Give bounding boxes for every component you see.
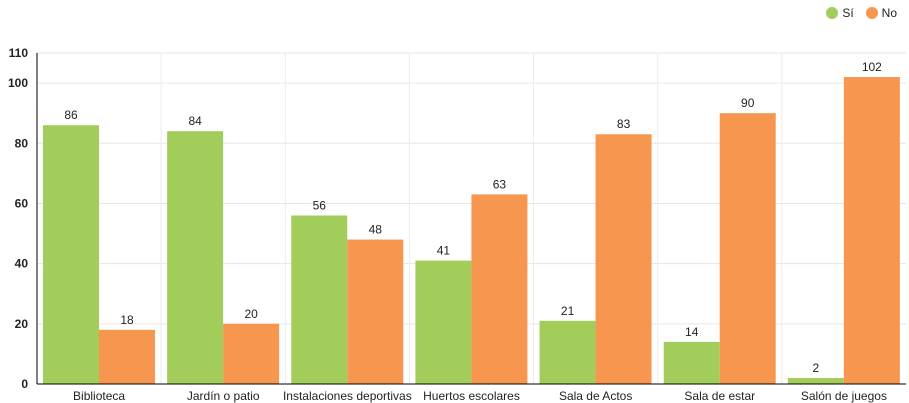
category-label-5: Sala de estar bbox=[684, 389, 755, 403]
bar-si-3[interactable] bbox=[415, 260, 472, 384]
data-label-no-2: 48 bbox=[369, 223, 383, 237]
category-label-4: Sala de Actos bbox=[559, 389, 632, 403]
data-label-si-4: 21 bbox=[561, 304, 575, 318]
y-tick-label-0: 0 bbox=[21, 377, 28, 391]
category-label-2: Instalaciones deportivas bbox=[283, 389, 412, 403]
data-label-si-2: 56 bbox=[313, 198, 327, 212]
bar-si-6[interactable] bbox=[787, 377, 844, 384]
legend-dot-si bbox=[826, 7, 839, 19]
axes: 0 20 40 60 80 100 110 bbox=[8, 46, 906, 391]
y-tick-label-6: 110 bbox=[9, 46, 29, 60]
labels: 86 18 Biblioteca 84 20 Jardín o patio 56 48 Inst… bbox=[64, 60, 887, 403]
category-label-6: Salón de juegos bbox=[801, 389, 887, 403]
category-label-1: Jardín o patio bbox=[187, 389, 260, 403]
bars bbox=[43, 77, 900, 384]
y-tick-label-3: 60 bbox=[15, 196, 29, 210]
data-label-si-1: 84 bbox=[188, 114, 202, 128]
bar-si-5[interactable] bbox=[663, 341, 720, 384]
legend-label-no: No bbox=[881, 6, 897, 20]
legend-label-si: Sí bbox=[842, 6, 854, 20]
category-label-0: Biblioteca bbox=[73, 389, 125, 403]
y-tick-label-1: 20 bbox=[15, 317, 29, 331]
data-label-no-0: 18 bbox=[120, 313, 134, 327]
data-label-no-3: 63 bbox=[493, 177, 507, 191]
data-label-si-0: 86 bbox=[64, 108, 78, 122]
bar-si-4[interactable] bbox=[539, 320, 596, 384]
data-label-si-6: 2 bbox=[813, 361, 820, 375]
bar-no-4[interactable] bbox=[595, 134, 652, 384]
legend: Sí No bbox=[826, 6, 897, 20]
bar-no-1[interactable] bbox=[223, 323, 280, 384]
legend-item-no[interactable]: No bbox=[865, 6, 897, 20]
bar-no-5[interactable] bbox=[719, 113, 776, 384]
legend-item-si[interactable]: Sí bbox=[826, 6, 854, 20]
legend-dot-no bbox=[865, 7, 878, 19]
bar-no-0[interactable] bbox=[99, 329, 155, 384]
bar-no-2[interactable] bbox=[347, 239, 404, 384]
data-label-no-6: 102 bbox=[862, 60, 882, 74]
bar-no-3[interactable] bbox=[471, 194, 528, 384]
bar-si-0[interactable] bbox=[43, 125, 99, 384]
data-label-no-5: 90 bbox=[741, 96, 755, 110]
data-label-no-1: 20 bbox=[244, 307, 258, 321]
y-tick-label-5: 100 bbox=[8, 76, 28, 90]
category-label-3: Huertos escolares bbox=[423, 389, 520, 403]
bar-si-2[interactable] bbox=[291, 215, 348, 384]
bar-no-6[interactable] bbox=[843, 77, 900, 384]
y-tick-label-4: 80 bbox=[15, 136, 29, 150]
data-label-no-4: 83 bbox=[617, 117, 631, 131]
bar-si-1[interactable] bbox=[167, 131, 224, 384]
data-label-si-3: 41 bbox=[437, 244, 451, 258]
y-tick-label-2: 40 bbox=[15, 257, 29, 271]
data-label-si-5: 14 bbox=[685, 325, 699, 339]
